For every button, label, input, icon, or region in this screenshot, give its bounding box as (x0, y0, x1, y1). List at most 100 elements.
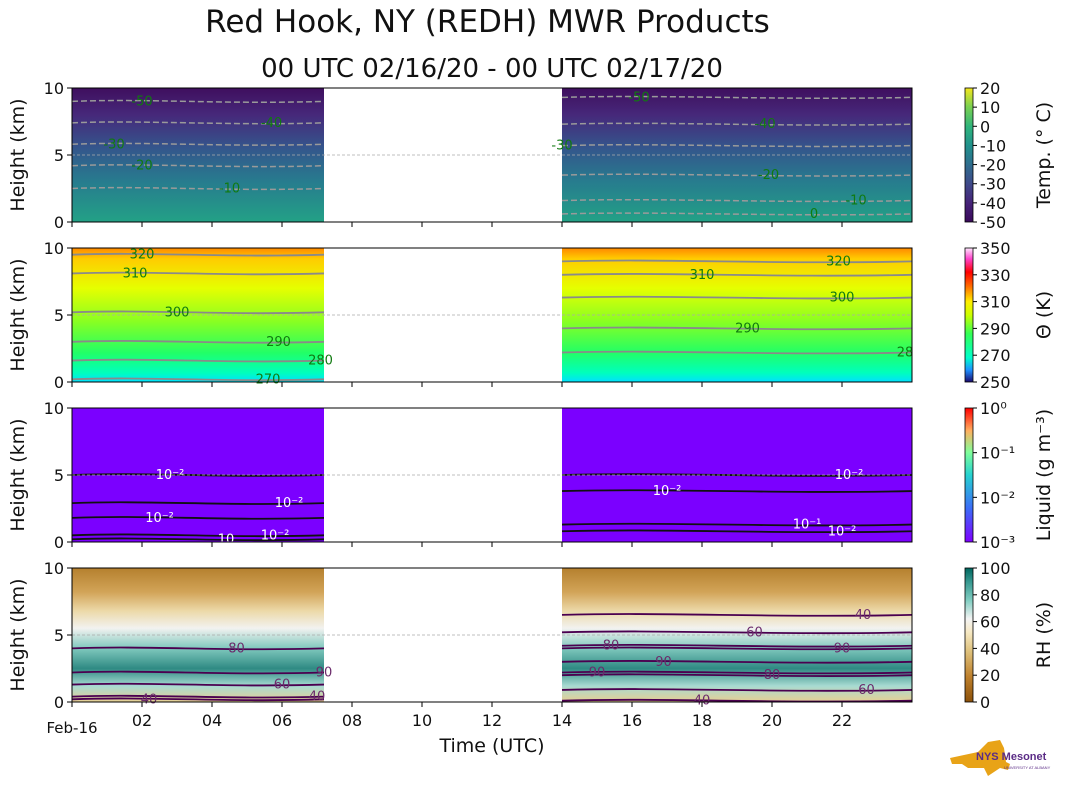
panel-temperature: -50-40-30-20-10-50-30-40-20-1000510Heigh… (7, 79, 1055, 232)
xtick-label: 08 (342, 711, 362, 730)
temperature-ytick-label: 0 (54, 213, 64, 232)
temperature-contour-line (71, 164, 325, 168)
potential_temperature-colorbar-label: 290 (980, 319, 1011, 338)
temperature-contour-line (561, 198, 913, 203)
temperature-contour-line (561, 95, 913, 99)
relative_humidity-contour-label: 40 (309, 690, 326, 705)
relative_humidity-contour-label: 90 (316, 666, 333, 681)
liquid-colorbar-label: 10⁻² (980, 488, 1015, 507)
xtick-label: 18 (692, 711, 712, 730)
nys-mesonet-logo: NYS Mesonet UNIVERSITY AT ALBANY (950, 740, 1051, 776)
relative_humidity-contour-line (561, 613, 913, 617)
temperature-contour-line (561, 122, 913, 126)
temperature-colorbar-label: -30 (980, 175, 1006, 194)
relative_humidity-colorbar-label: 80 (980, 586, 1000, 605)
potential_temperature-contour-label: 310 (690, 268, 715, 283)
xtick-label: 04 (202, 711, 222, 730)
liquid-ylabel: Height (km) (7, 418, 29, 531)
relative_humidity-contour-line (71, 694, 325, 699)
liquid-contour-line (561, 522, 913, 527)
temperature-ylabel: Height (km) (7, 98, 29, 211)
relative_humidity-contour-label: 40 (855, 608, 872, 623)
temperature-contour-line (561, 212, 913, 216)
relative_humidity-contour-label: 90 (589, 666, 606, 681)
potential_temperature-contour-line (71, 358, 325, 363)
relative_humidity-colorbar-title: RH (%) (1033, 602, 1055, 668)
potential_temperature-contour-line (71, 252, 325, 257)
xtick-label: 22 (832, 711, 852, 730)
chart-subtitle: 00 UTC 02/16/20 - 00 UTC 02/17/20 (261, 54, 723, 84)
relative_humidity-colorbar-label: 60 (980, 613, 1000, 632)
relative_humidity-colorbar-label: 20 (980, 666, 1000, 685)
potential_temperature-contour-line (561, 273, 913, 277)
temperature-contour-label: -30 (103, 137, 124, 152)
relative_humidity-contour-label: 60 (274, 678, 291, 693)
relative_humidity-contour-line (71, 682, 325, 687)
potential_temperature-contour-label: 320 (130, 248, 155, 263)
relative_humidity-contour-line (561, 673, 913, 677)
potential_temperature-contour-label: 280 (308, 354, 333, 369)
relative_humidity-ytick-label: 10 (44, 559, 64, 578)
potential_temperature-contour-label: 320 (826, 254, 851, 269)
xtick-label: 10 (412, 711, 432, 730)
relative_humidity-colorbar-label: 40 (980, 639, 1000, 658)
relative_humidity-contour-label: 40 (694, 694, 711, 709)
relative_humidity-contour-label: 60 (858, 683, 875, 698)
relative_humidity-contour-line (71, 697, 325, 702)
relative_humidity-ylabel: Height (km) (7, 578, 29, 691)
relative_humidity-contour-line (561, 670, 913, 675)
potential_temperature-contour-line (71, 310, 325, 315)
liquid-contour-line (71, 533, 325, 538)
potential_temperature-contour-line (71, 377, 325, 382)
potential_temperature-contour-label: 300 (165, 305, 190, 320)
chart-title: Red Hook, NY (REDH) MWR Products (205, 4, 770, 40)
liquid-contour-label: 10 (218, 532, 235, 547)
xtick-label: 14 (552, 711, 572, 730)
temperature-contour-label: -40 (261, 116, 282, 131)
liquid-ytick-label: 10 (44, 399, 64, 418)
liquid-contour-line (71, 516, 325, 520)
potential_temperature-contour-label: 310 (123, 266, 148, 281)
potential_temperature-colorbar-label: 250 (980, 373, 1011, 392)
relative_humidity-contour-label: 80 (228, 641, 245, 656)
temperature-contour-label: 0 (810, 207, 818, 222)
relative_humidity-contour-label: 90 (655, 655, 672, 670)
relative_humidity-contour-label: 60 (746, 625, 763, 640)
liquid-contour-label: 10⁻² (275, 496, 304, 511)
liquid-ytick-label: 5 (54, 466, 64, 485)
temperature-contour-label: -10 (219, 182, 240, 197)
liquid-contour-label: 10⁻² (156, 468, 185, 483)
liquid-contour-label: 10⁻² (145, 511, 174, 526)
temperature-contour-line (71, 142, 325, 146)
temperature-colorbar-label: 10 (980, 98, 1000, 117)
potential_temperature-contour-label: 270 (256, 372, 281, 387)
logo-title: NYS Mesonet (976, 751, 1047, 763)
relative_humidity-contour-line (561, 630, 913, 635)
temperature-ytick-label: 5 (54, 146, 64, 165)
potential_temperature-ytick-label: 10 (44, 239, 64, 258)
potential_temperature-contour-line (561, 350, 913, 355)
potential_temperature-contour-line (561, 326, 913, 331)
relative_humidity-contour-label: 80 (603, 639, 620, 654)
potential_temperature-contour-line (561, 295, 913, 300)
panel-relative_humidity: 80 90 60 40 40 60 40 80 90 90 90 80 60 40 0 5 10 Height (… (7, 559, 1055, 737)
logo-subtext: UNIVERSITY AT ALBANY (1004, 765, 1051, 770)
potential_temperature-contour-label: 290 (735, 321, 760, 336)
relative_humidity-colorbar (964, 567, 974, 703)
liquid-colorbar-label: 10⁻³ (980, 533, 1015, 552)
potential_temperature-contour-line (561, 259, 913, 264)
liquid-contour-line (71, 501, 325, 505)
relative_humidity-ytick-label: 0 (54, 693, 64, 712)
temperature-contour-label: -30 (551, 139, 572, 154)
temperature-contour-label: -10 (845, 194, 866, 209)
potential_temperature-contour-label: 290 (266, 335, 291, 350)
liquid-colorbar (964, 407, 974, 543)
temperature-colorbar-label: -20 (980, 156, 1006, 175)
temperature-contour-line (71, 99, 325, 104)
potential_temperature-colorbar-label: 350 (980, 239, 1011, 258)
liquid-contour-label: 10⁻² (835, 468, 864, 483)
relative_humidity-contour-label: 90 (834, 641, 851, 656)
temperature-contour-line (71, 121, 325, 125)
new-york-state-shape (950, 740, 1010, 776)
liquid-contour-line (561, 529, 913, 534)
